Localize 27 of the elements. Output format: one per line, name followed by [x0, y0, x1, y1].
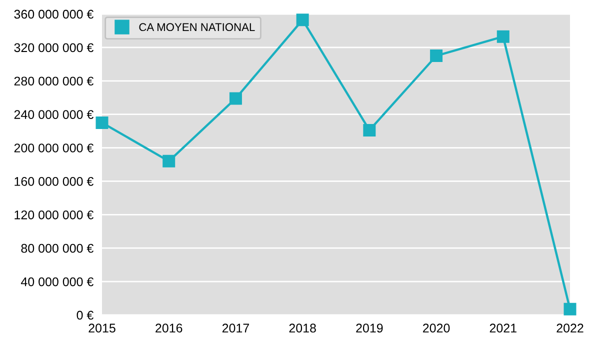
y-tick-label: 80 000 000 €: [21, 244, 94, 253]
x-tick-label: 2015: [88, 324, 116, 333]
y-tick-label: 200 000 000 €: [14, 144, 94, 152]
legend-label: CA MOYEN NATIONAL: [139, 23, 255, 32]
point: [363, 124, 376, 136]
point: [564, 302, 576, 316]
point: [496, 30, 510, 43]
x-tick-label: 2022: [556, 324, 584, 333]
y-tick-label: 360 000 000 €: [14, 10, 94, 19]
y-tick-label: 40 000 000 €: [20, 277, 94, 286]
y-tick-label: 160 000 000 €: [14, 177, 94, 186]
y-tick-label: 320 000 000 €: [14, 43, 94, 52]
point: [229, 92, 242, 105]
y-tick-label: 120 000 000 €: [14, 210, 94, 220]
y-tick-label: 280 000 000 €: [14, 76, 94, 86]
x-tick-label: 2016: [156, 324, 182, 333]
y-tick-label: 0 €: [76, 310, 94, 320]
point: [296, 14, 309, 26]
point: [430, 50, 443, 62]
x-tick-label: 2018: [289, 324, 316, 333]
x-tick-label: 2020: [423, 324, 450, 333]
x-tick-label: 2019: [356, 324, 383, 333]
point: [96, 116, 108, 129]
x-tick-label: 2021: [490, 324, 516, 333]
point: [162, 154, 176, 168]
y-tick-label: 240 000 000 €: [14, 110, 94, 119]
x-tick-label: 2017: [222, 324, 249, 333]
